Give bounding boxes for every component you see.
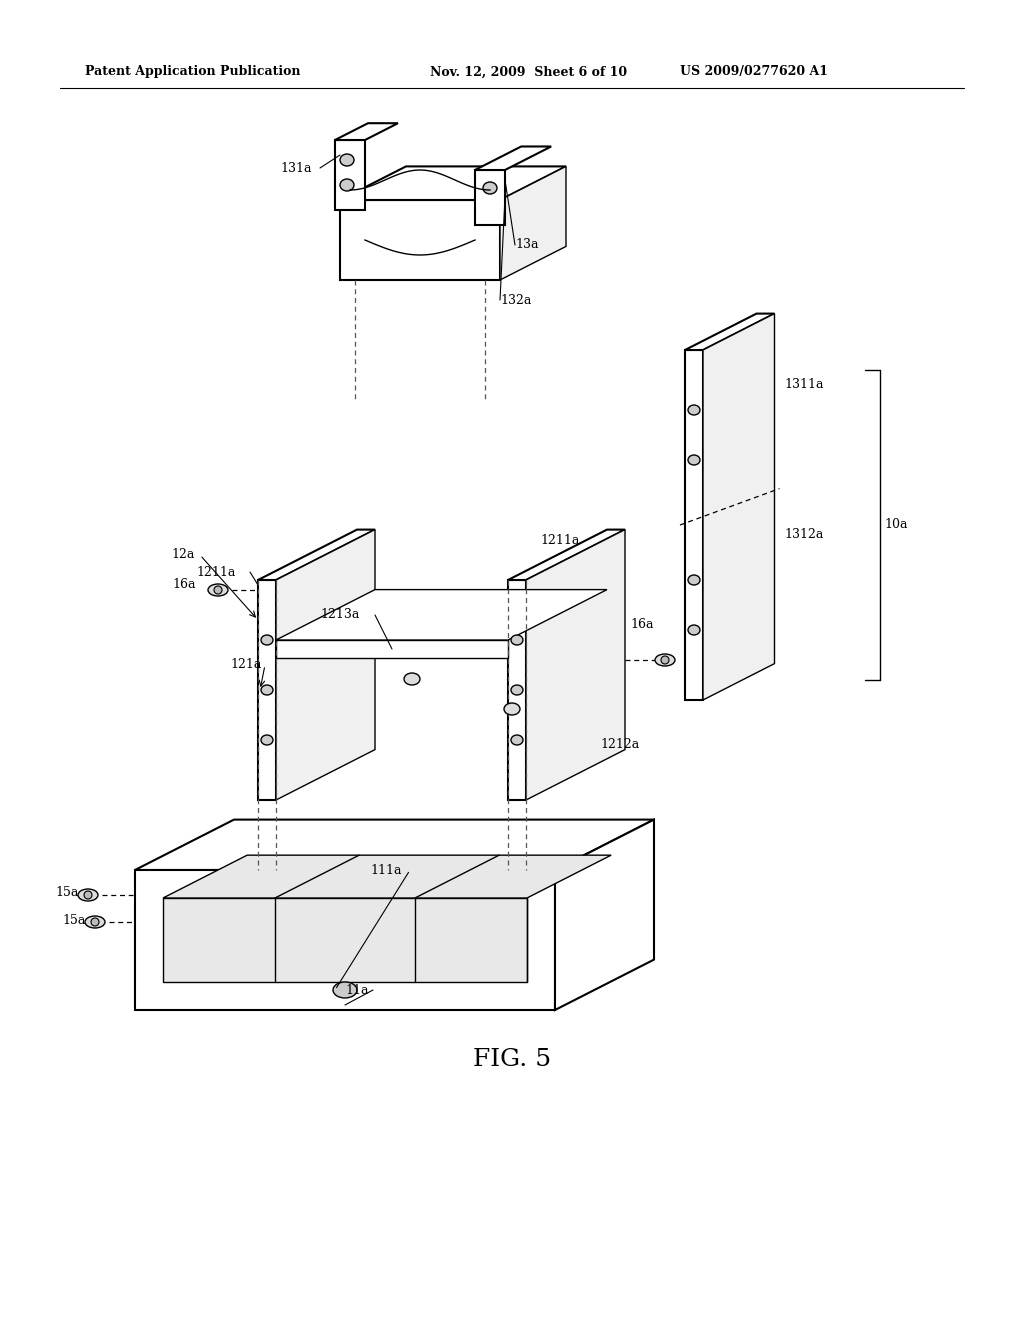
Polygon shape xyxy=(526,529,625,800)
Circle shape xyxy=(91,917,99,927)
Polygon shape xyxy=(340,201,500,280)
Ellipse shape xyxy=(78,888,98,902)
Text: 1211a: 1211a xyxy=(196,565,236,578)
Text: 16a: 16a xyxy=(630,619,653,631)
Ellipse shape xyxy=(511,685,523,696)
Text: 132a: 132a xyxy=(500,293,531,306)
Polygon shape xyxy=(685,314,774,350)
Text: 1312a: 1312a xyxy=(784,528,824,541)
Text: 15a: 15a xyxy=(55,886,79,899)
Text: 12a: 12a xyxy=(172,549,195,561)
Circle shape xyxy=(662,656,669,664)
Ellipse shape xyxy=(404,673,420,685)
Ellipse shape xyxy=(688,624,700,635)
Text: 131a: 131a xyxy=(280,161,311,174)
Circle shape xyxy=(84,891,92,899)
Polygon shape xyxy=(555,820,654,1010)
Polygon shape xyxy=(163,855,611,898)
Text: 13a: 13a xyxy=(515,239,539,252)
Ellipse shape xyxy=(340,180,354,191)
Ellipse shape xyxy=(511,735,523,744)
Text: 16a: 16a xyxy=(172,578,196,591)
Ellipse shape xyxy=(688,455,700,465)
Text: Patent Application Publication: Patent Application Publication xyxy=(85,66,300,78)
Ellipse shape xyxy=(511,635,523,645)
Polygon shape xyxy=(508,579,526,800)
Text: 11a: 11a xyxy=(345,983,369,997)
Ellipse shape xyxy=(208,583,228,597)
Ellipse shape xyxy=(688,405,700,414)
Polygon shape xyxy=(135,870,555,1010)
Polygon shape xyxy=(703,314,774,700)
Text: 15a: 15a xyxy=(62,913,85,927)
Text: 1212a: 1212a xyxy=(600,738,639,751)
Polygon shape xyxy=(258,579,276,800)
Polygon shape xyxy=(340,166,566,201)
Ellipse shape xyxy=(483,182,497,194)
Ellipse shape xyxy=(261,685,273,696)
Polygon shape xyxy=(335,140,365,210)
Polygon shape xyxy=(508,529,625,579)
Ellipse shape xyxy=(655,653,675,667)
Polygon shape xyxy=(258,529,375,579)
Ellipse shape xyxy=(688,576,700,585)
Text: FIG. 5: FIG. 5 xyxy=(473,1048,551,1072)
Polygon shape xyxy=(276,640,508,657)
Text: 10a: 10a xyxy=(885,519,908,532)
Circle shape xyxy=(214,586,222,594)
Ellipse shape xyxy=(504,704,520,715)
Polygon shape xyxy=(335,123,398,140)
Polygon shape xyxy=(135,820,654,870)
Text: 1211a: 1211a xyxy=(540,533,580,546)
Text: 1213a: 1213a xyxy=(319,609,359,622)
Polygon shape xyxy=(276,590,607,640)
Polygon shape xyxy=(685,350,703,700)
Polygon shape xyxy=(475,147,551,170)
Text: Nov. 12, 2009  Sheet 6 of 10: Nov. 12, 2009 Sheet 6 of 10 xyxy=(430,66,627,78)
Text: US 2009/0277620 A1: US 2009/0277620 A1 xyxy=(680,66,828,78)
Text: 1311a: 1311a xyxy=(784,379,824,392)
Ellipse shape xyxy=(340,154,354,166)
Text: 111a: 111a xyxy=(370,863,401,876)
Ellipse shape xyxy=(261,635,273,645)
Ellipse shape xyxy=(261,735,273,744)
Ellipse shape xyxy=(333,982,357,998)
Polygon shape xyxy=(276,529,375,800)
Text: 121a: 121a xyxy=(230,659,261,672)
Polygon shape xyxy=(500,166,566,280)
Polygon shape xyxy=(475,170,505,224)
Polygon shape xyxy=(163,898,527,982)
Ellipse shape xyxy=(85,916,105,928)
